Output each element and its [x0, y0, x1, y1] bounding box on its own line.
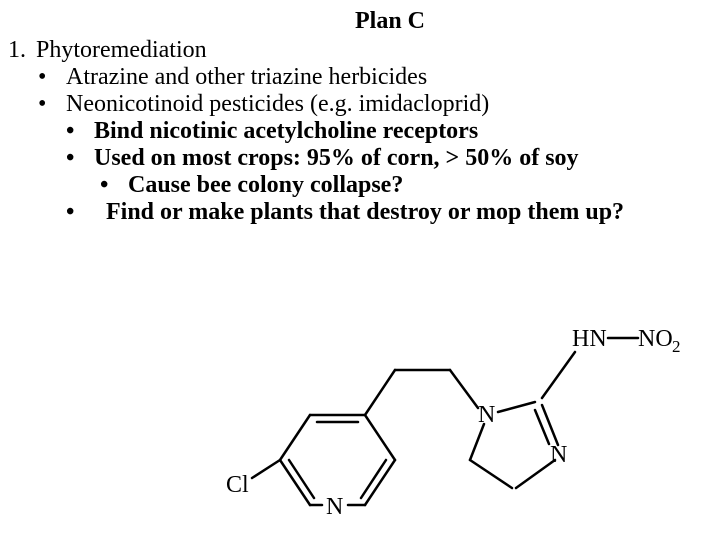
chem-label-cl: Cl	[226, 472, 249, 498]
list-item-3: • Neonicotinoid pesticides (e.g. imidacl…	[38, 91, 720, 118]
item-number: 1.	[8, 37, 36, 64]
slide-title: Plan C	[0, 0, 720, 35]
item-text: Bind nicotinic acetylcholine receptors	[94, 118, 720, 145]
item-text: Used on most crops: 95% of corn, > 50% o…	[94, 145, 720, 172]
item-text: Cause bee colony collapse?	[128, 172, 720, 199]
chemical-structure-imidacloprid: Cl N N N HN NO 2	[220, 260, 700, 520]
chem-label-no2: NO	[638, 326, 673, 352]
bullet-icon: •	[66, 145, 94, 172]
outline-content: 1. Phytoremediation • Atrazine and other…	[0, 35, 720, 226]
item-text: Phytoremediation	[36, 37, 720, 64]
bullet-icon: •	[100, 172, 128, 199]
list-item-7: • Find or make plants that destroy or mo…	[66, 199, 720, 226]
bullet-icon: •	[66, 118, 94, 145]
chem-label-no2-sub: 2	[672, 337, 681, 356]
chem-label-n-ring2: N	[550, 442, 567, 468]
item-text: Atrazine and other triazine herbicides	[66, 64, 720, 91]
list-item-1: 1. Phytoremediation	[8, 37, 720, 64]
chem-label-hn: HN	[572, 326, 607, 352]
chem-label-n-pyridine: N	[326, 494, 343, 520]
chem-label-n-ring1: N	[478, 402, 495, 428]
item-text: Neonicotinoid pesticides (e.g. imidaclop…	[66, 91, 720, 118]
item-text: Find or make plants that destroy or mop …	[106, 199, 720, 226]
bullet-icon: •	[66, 199, 106, 226]
bullet-icon: •	[38, 64, 66, 91]
list-item-6: • Cause bee colony collapse?	[100, 172, 720, 199]
list-item-5: • Used on most crops: 95% of corn, > 50%…	[66, 145, 720, 172]
bullet-icon: •	[38, 91, 66, 118]
list-item-2: • Atrazine and other triazine herbicides	[38, 64, 720, 91]
list-item-4: • Bind nicotinic acetylcholine receptors	[66, 118, 720, 145]
